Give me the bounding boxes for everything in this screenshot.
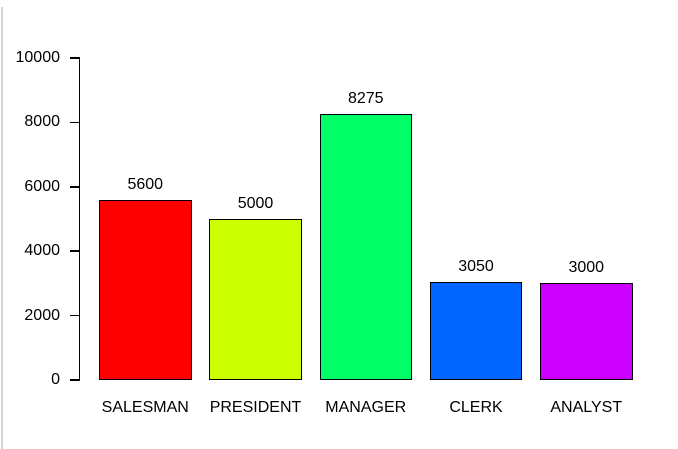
x-axis-label-salesman: SALESMAN: [101, 399, 189, 416]
y-axis-tick: [69, 57, 79, 59]
y-axis-tick-label: 4000: [24, 242, 60, 260]
y-axis-tick: [69, 314, 79, 317]
y-axis-tick: [69, 186, 79, 188]
window-left-edge-line: [1, 7, 3, 449]
bar-president: [209, 219, 302, 380]
bar-value-label-analyst: 3000: [568, 259, 605, 277]
bar-salesman: [99, 199, 192, 380]
y-axis-tick-label: 0: [51, 371, 60, 388]
x-axis-label-manager: MANAGER: [325, 399, 407, 416]
bar-value-label-salesman: 5600: [127, 175, 164, 193]
y-axis-tick: [69, 379, 79, 381]
y-axis-tick-label: 8000: [24, 113, 60, 131]
bar-manager: [319, 113, 412, 380]
bar-clerk: [429, 281, 523, 380]
x-axis-label-clerk: CLERK: [449, 399, 503, 416]
bar-value-label-manager: 8275: [347, 89, 384, 107]
x-axis-label-analyst: ANALYST: [550, 399, 623, 416]
bar-analyst: [540, 283, 633, 380]
y-axis-tick: [69, 250, 79, 252]
y-axis-tick-label: 2000: [24, 306, 60, 324]
y-axis-tick-label: 10000: [15, 49, 61, 66]
bar-value-label-clerk: 3050: [458, 257, 494, 275]
x-axis-label-president: PRESIDENT: [209, 399, 302, 416]
y-axis-line: [78, 57, 80, 381]
y-axis-tick: [69, 121, 79, 124]
bar-value-label-president: 5000: [237, 195, 274, 212]
y-axis-tick-label: 6000: [24, 177, 60, 195]
